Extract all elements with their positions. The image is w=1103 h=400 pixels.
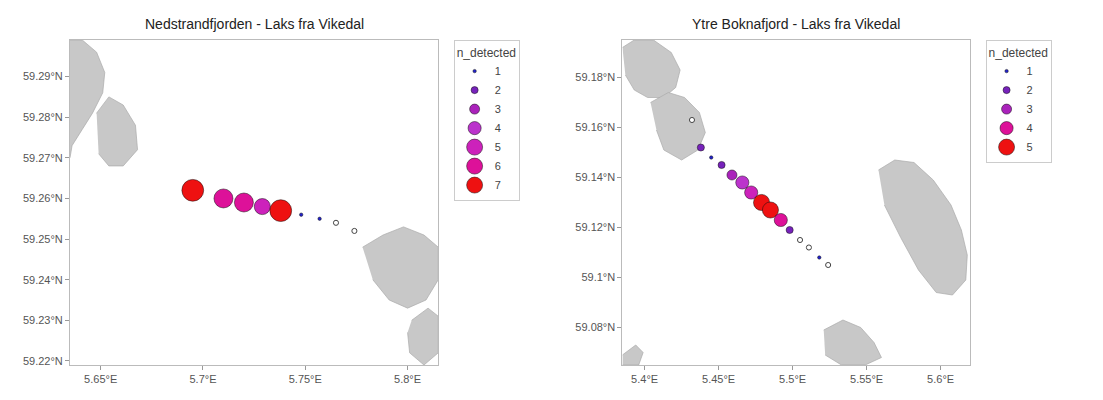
svg-text:59.12°N: 59.12°N [575,221,615,233]
svg-text:59.14°N: 59.14°N [575,171,615,183]
svg-text:5.55°E: 5.55°E [850,373,883,385]
svg-text:2: 2 [1027,84,1033,96]
svg-text:3: 3 [1027,103,1033,115]
svg-text:5.8°E: 5.8°E [394,373,421,385]
svg-text:5: 5 [495,141,501,153]
svg-text:59.08°N: 59.08°N [575,321,615,333]
svg-text:3: 3 [495,103,501,115]
svg-text:59.26°N: 59.26°N [23,192,63,204]
svg-text:2: 2 [495,84,501,96]
svg-text:59.16°N: 59.16°N [575,121,615,133]
svg-text:59.1°N: 59.1°N [581,271,615,283]
svg-text:59.23°N: 59.23°N [23,314,63,326]
svg-text:5.75°E: 5.75°E [289,373,322,385]
svg-text:4: 4 [1027,122,1033,134]
svg-text:1: 1 [495,65,501,77]
svg-text:5.4°E: 5.4°E [631,373,658,385]
svg-text:59.24°N: 59.24°N [23,274,63,286]
svg-text:Nedstrandfjorden - Laks fra Vi: Nedstrandfjorden - Laks fra Vikedal [145,16,364,32]
svg-text:5: 5 [1027,141,1033,153]
svg-text:7: 7 [495,179,501,191]
svg-text:5.5°E: 5.5°E [779,373,806,385]
svg-text:4: 4 [495,122,501,134]
svg-text:5.6°E: 5.6°E [927,373,954,385]
svg-text:n_detected: n_detected [457,46,516,60]
svg-text:59.18°N: 59.18°N [575,71,615,83]
svg-text:59.28°N: 59.28°N [23,111,63,123]
svg-text:59.22°N: 59.22°N [23,355,63,367]
svg-text:59.29°N: 59.29°N [23,70,63,82]
svg-text:59.27°N: 59.27°N [23,152,63,164]
svg-text:n_detected: n_detected [989,46,1048,60]
svg-text:5.45°E: 5.45°E [702,373,735,385]
svg-text:1: 1 [1027,65,1033,77]
svg-text:6: 6 [495,160,501,172]
svg-text:Ytre Boknafjord - Laks fra Vik: Ytre Boknafjord - Laks fra Vikedal [692,16,900,32]
svg-text:5.65°E: 5.65°E [84,373,117,385]
svg-text:5.7°E: 5.7°E [189,373,216,385]
svg-text:59.25°N: 59.25°N [23,233,63,245]
